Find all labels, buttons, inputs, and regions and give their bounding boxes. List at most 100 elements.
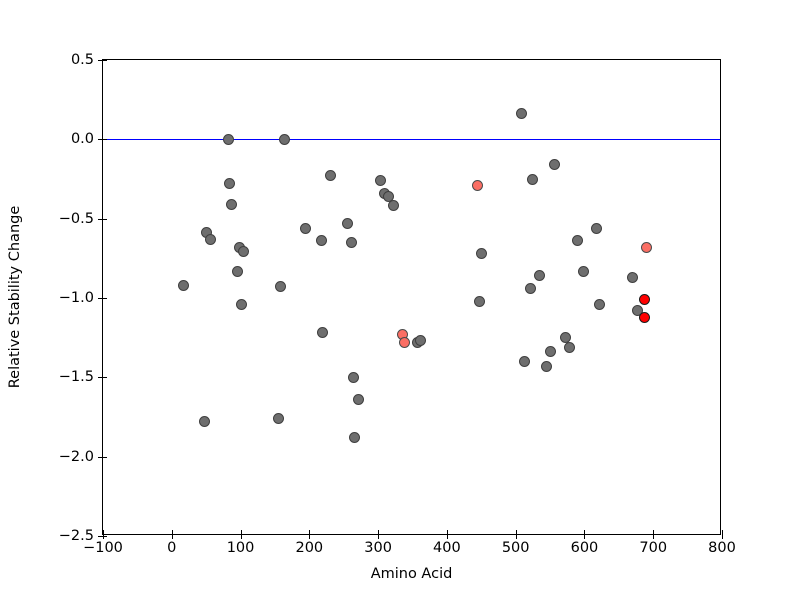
data-point-gray	[274, 281, 286, 293]
data-point-gray	[316, 235, 328, 247]
x-axis-tick	[103, 534, 104, 539]
y-axis-tick-label: −0.5	[58, 210, 94, 227]
y-axis-tick-label: −1.5	[58, 369, 94, 386]
y-axis-tick-label: −2.5	[58, 527, 94, 544]
data-point-gray	[279, 133, 291, 145]
x-axis-tick-label: 400	[433, 540, 461, 556]
x-axis-tick-inner	[378, 530, 380, 534]
x-axis-tick	[653, 534, 655, 539]
y-axis-tick-inner	[103, 60, 107, 61]
data-point-gray	[548, 159, 560, 171]
data-point-gray	[545, 346, 557, 358]
x-axis-tick-label: 800	[708, 540, 736, 556]
x-axis-tick	[722, 534, 723, 539]
data-point-gray	[590, 222, 602, 234]
data-point-gray	[474, 295, 486, 307]
data-point-gray	[347, 371, 359, 383]
x-axis-tick-inner	[584, 530, 586, 534]
data-point-gray	[224, 178, 236, 190]
y-axis-tick	[98, 536, 103, 537]
data-point-gray	[346, 236, 358, 248]
data-point-gray	[236, 298, 248, 310]
plot-axes-frame: 0.5 0.0 −0.5 −1.0 −1.5 −2.0 −2.5 −100 0 100 200 300…	[59, 53, 736, 555]
y-axis-tick-label: 0.0	[70, 131, 94, 148]
x-axis-tick-label: 600	[570, 540, 599, 556]
data-point-gray	[177, 279, 189, 291]
data-point-gray	[348, 432, 360, 444]
y-axis-tick	[98, 456, 103, 458]
x-axis-tick	[171, 534, 173, 539]
y-axis-tick-inner	[103, 298, 107, 299]
data-point-gray	[415, 335, 427, 347]
y-axis-tick	[98, 218, 103, 220]
data-point-gray	[563, 341, 575, 353]
data-point-gray	[524, 282, 536, 294]
x-axis-tick-label: −100	[83, 540, 123, 556]
data-point-gray	[325, 170, 337, 182]
x-axis-tick	[309, 534, 311, 539]
data-point-gray	[534, 270, 546, 282]
y-axis-tick-inner	[103, 377, 107, 379]
zero-line	[103, 139, 720, 141]
data-point-gray	[341, 217, 353, 229]
data-point-gray	[594, 298, 606, 310]
y-axis-tick-inner	[103, 536, 107, 537]
y-axis-tick-label: 0.5	[70, 51, 94, 68]
x-axis-tick-label: 100	[226, 540, 255, 556]
x-axis-tick-label: 0	[167, 540, 177, 556]
y-axis-tick	[98, 139, 103, 141]
x-axis-tick	[515, 534, 517, 539]
x-axis-tick	[584, 534, 586, 539]
data-point-light-red	[640, 241, 652, 253]
x-axis-tick	[446, 534, 448, 539]
data-point-gray	[374, 175, 386, 187]
x-axis-tick-inner	[240, 530, 242, 534]
data-point-gray	[572, 235, 584, 247]
x-axis-tick-inner	[103, 530, 104, 534]
data-point-gray	[226, 198, 238, 210]
x-axis-tick	[240, 534, 242, 539]
data-point-gray	[300, 222, 312, 234]
x-axis-tick-inner	[722, 530, 723, 534]
data-point-gray	[231, 265, 243, 277]
data-point-gray	[272, 413, 284, 425]
data-point-gray	[578, 265, 590, 277]
data-point-gray	[353, 394, 365, 406]
x-axis-tick-inner	[515, 530, 517, 534]
data-point-gray	[516, 108, 528, 120]
data-point-gray	[631, 305, 643, 317]
data-point-light-red	[471, 179, 483, 191]
x-axis-tick-label: 500	[501, 540, 530, 556]
data-point-gray	[541, 360, 553, 372]
data-point-gray	[237, 246, 249, 258]
y-axis-tick-label: −2.0	[58, 448, 94, 465]
y-axis-tick	[98, 377, 103, 379]
y-axis-tick-inner	[103, 456, 107, 458]
y-axis-tick	[98, 60, 103, 61]
data-point-gray	[475, 248, 487, 260]
x-axis-tick-label: 200	[295, 540, 324, 556]
data-point-gray	[387, 200, 399, 212]
data-point-red	[639, 294, 651, 306]
data-point-gray	[205, 233, 217, 245]
data-point-gray	[526, 173, 538, 185]
data-point-gray	[199, 416, 211, 428]
data-points-layer	[103, 60, 720, 534]
x-axis-tick-inner	[653, 530, 655, 534]
data-point-red	[639, 311, 651, 323]
data-point-gray	[222, 133, 234, 145]
x-axis-tick-label: 700	[639, 540, 668, 556]
x-axis-tick	[378, 534, 380, 539]
data-point-gray	[519, 355, 531, 367]
y-axis-tick	[98, 298, 103, 299]
y-axis-label: Relative Stability Change	[7, 205, 23, 389]
data-point-light-red	[398, 336, 410, 348]
y-axis-tick-inner	[103, 218, 107, 220]
data-point-gray	[316, 327, 328, 339]
data-point-gray	[560, 332, 572, 344]
x-axis-label: Amino Acid	[370, 566, 453, 582]
x-axis-tick-label: 300	[364, 540, 392, 556]
y-axis-tick-label: −1.0	[58, 289, 94, 306]
x-axis-tick-inner	[446, 530, 448, 534]
